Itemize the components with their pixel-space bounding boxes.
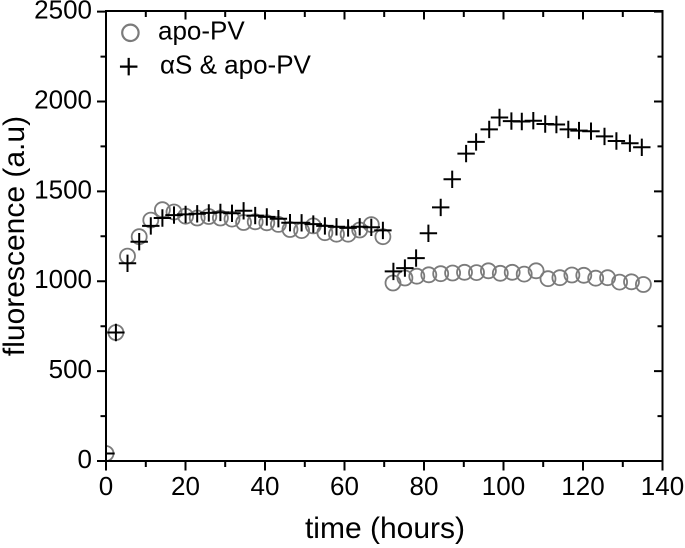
svg-text:1500: 1500	[34, 174, 92, 204]
svg-text:fluorescence (a.u): fluorescence (a.u)	[0, 116, 31, 356]
svg-text:1000: 1000	[34, 264, 92, 294]
svg-text:αS & apo-PV: αS & apo-PV	[160, 50, 312, 80]
svg-text:60: 60	[330, 471, 359, 501]
svg-text:time (hours): time (hours)	[305, 512, 465, 545]
svg-text:0: 0	[78, 444, 92, 474]
svg-text:2500: 2500	[34, 0, 92, 25]
svg-text:100: 100	[482, 471, 525, 501]
svg-text:20: 20	[171, 471, 200, 501]
svg-text:140: 140	[641, 471, 684, 501]
svg-text:2000: 2000	[34, 85, 92, 115]
svg-text:40: 40	[251, 471, 280, 501]
svg-text:500: 500	[49, 354, 92, 384]
svg-text:apo-PV: apo-PV	[158, 16, 245, 46]
svg-text:0: 0	[99, 471, 113, 501]
svg-text:120: 120	[561, 471, 604, 501]
svg-text:80: 80	[410, 471, 439, 501]
